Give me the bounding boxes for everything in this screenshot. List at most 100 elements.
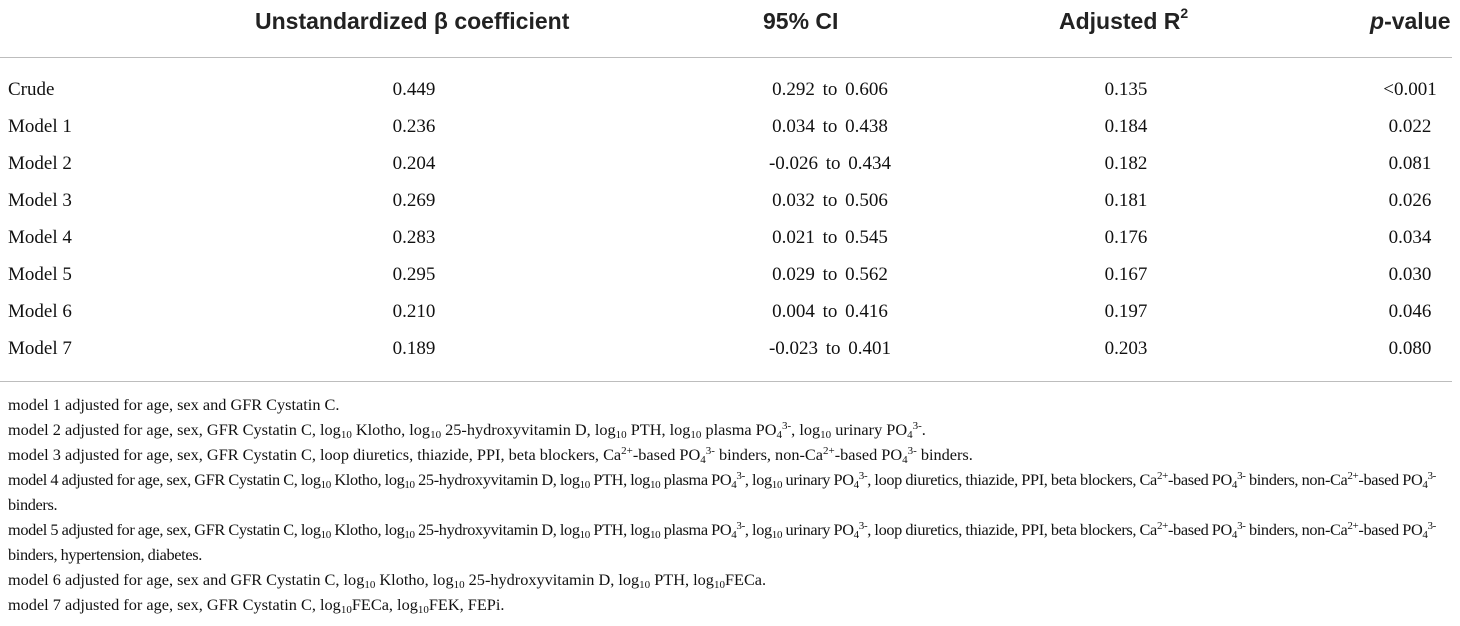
row-model-label: Crude [8, 79, 55, 100]
footnote-text: binders. [8, 495, 58, 514]
footnote-subscript: 10 [430, 429, 442, 441]
footnote-subscript: 10 [417, 604, 429, 616]
footnote-text: FECa, log [351, 595, 418, 614]
row-model-label: Model 2 [8, 153, 72, 174]
footnote-subscript: 10 [340, 604, 352, 616]
footnote-text: model 6 adjusted for age, sex and GFR Cy… [8, 570, 365, 589]
footnote: model 1 adjusted for age, sex and GFR Cy… [8, 392, 1456, 417]
footnote-text: model 2 adjusted for age, sex, GFR Cysta… [8, 420, 341, 439]
row-ci-value: 0.034 to 0.438 [772, 116, 888, 137]
row-p-value: 0.081 [1388, 153, 1432, 174]
row-model-label: Model 7 [8, 338, 72, 359]
footnote-superscript: 2+ [1347, 520, 1359, 532]
footnote-subscript: 10 [713, 579, 725, 591]
table-row: Model 7 0.189 -0.023 to 0.401 0.203 0.080 [0, 330, 1460, 367]
row-r2-value: 0.167 [1104, 264, 1148, 285]
footnote-text: model 5 adjusted for age, sex, GFR Cysta… [8, 520, 321, 539]
footnote-superscript: 3- [736, 470, 745, 482]
footnote-text: Klotho, log [375, 570, 454, 589]
footnote-text: model 1 adjusted for age, sex and GFR Cy… [8, 395, 340, 414]
header-r2-superscript: 2 [1180, 5, 1189, 21]
header-p-rest: -value [1384, 8, 1451, 34]
footnote: model 7 adjusted for age, sex, GFR Cysta… [8, 592, 1456, 617]
row-r2-value: 0.197 [1104, 301, 1148, 322]
footnote-subscript: 4 [700, 454, 706, 466]
footnote-superscript: 2+ [823, 445, 835, 457]
footnote-subscript: 10 [404, 479, 415, 491]
table-header: Unstandardized β coefficient 95% CI Adju… [0, 0, 1460, 48]
footnote-text: binders, non-Ca [714, 445, 823, 464]
footnote-superscript: 3- [907, 445, 917, 457]
row-beta-value: 0.236 [392, 116, 436, 137]
row-ci-value: 0.032 to 0.506 [772, 190, 888, 211]
row-p-value: 0.022 [1388, 116, 1432, 137]
table-row: Model 3 0.269 0.032 to 0.506 0.181 0.026 [0, 182, 1460, 219]
footnote-superscript: 3- [736, 520, 745, 532]
footnote-text: model 4 adjusted for age, sex, GFR Cysta… [8, 470, 321, 489]
row-beta-value: 0.204 [392, 153, 436, 174]
footnote-text: urinary PO [831, 420, 908, 439]
footnote-superscript: 3- [782, 420, 792, 432]
footnote-subscript: 10 [771, 479, 783, 491]
table-row: Model 4 0.283 0.021 to 0.545 0.176 0.034 [0, 219, 1460, 256]
footnote-superscript: 3- [1427, 470, 1437, 482]
footnote-text: -based PO [1167, 470, 1232, 489]
footnote-text: PTH, log [626, 420, 691, 439]
footnote-text: urinary PO [782, 470, 854, 489]
table-row: Model 5 0.295 0.029 to 0.562 0.167 0.030 [0, 256, 1460, 293]
row-beta-value: 0.295 [392, 264, 436, 285]
header-ci: 95% CI [763, 8, 839, 34]
footnote-subscript: 4 [731, 479, 737, 491]
footnote-text: -based PO [1167, 520, 1232, 539]
row-beta-value: 0.210 [392, 301, 436, 322]
footnote-subscript: 4 [907, 429, 913, 441]
footnote-text: PTH, log [589, 520, 650, 539]
footnote-text: binders. [916, 445, 973, 464]
footnote-text: binders, non-Ca [1245, 470, 1348, 489]
footnote-subscript: 4 [853, 479, 860, 491]
footnote-subscript: 4 [731, 529, 737, 541]
footnote-superscript: 2+ [1156, 520, 1168, 532]
footnote-subscript: 10 [820, 429, 832, 441]
footnote-text: 25-hydroxyvitamin D, log [414, 520, 580, 539]
row-model-label: Model 4 [8, 227, 72, 248]
footnote-subscript: 10 [404, 529, 415, 541]
footnote-text: , log [744, 520, 772, 539]
footnote-subscript: 10 [649, 479, 661, 491]
bottom-rule [0, 381, 1452, 382]
header-rule [0, 57, 1452, 58]
footnote-subscript: 10 [639, 579, 651, 591]
row-model-label: Model 1 [8, 116, 72, 137]
row-ci-value: 0.004 to 0.416 [772, 301, 888, 322]
footnote-subscript: 10 [579, 529, 591, 541]
footnote-superscript: 2+ [1156, 470, 1168, 482]
footnote-subscript: 10 [320, 529, 332, 541]
row-p-value: 0.034 [1388, 227, 1432, 248]
footnote-superscript: 2+ [1347, 470, 1359, 482]
footnote-text: binders, non-Ca [1245, 520, 1348, 539]
row-p-value: 0.080 [1388, 338, 1432, 359]
row-model-label: Model 5 [8, 264, 72, 285]
footnote-subscript: 10 [364, 579, 376, 591]
footnote-subscript: 10 [320, 479, 332, 491]
footnote-superscript: 3- [858, 520, 868, 532]
footnote-text: binders, hypertension, diabetes. [8, 545, 202, 564]
row-r2-value: 0.203 [1104, 338, 1148, 359]
footnote-text: plasma PO [660, 520, 732, 539]
row-beta-value: 0.189 [392, 338, 436, 359]
footnote-superscript: 3- [1237, 470, 1246, 482]
footnote: model 4 adjusted for age, sex, GFR Cysta… [8, 467, 1456, 517]
table-row: Model 2 0.204 -0.026 to 0.434 0.182 0.081 [0, 145, 1460, 182]
footnote: model 3 adjusted for age, sex, GFR Cysta… [8, 442, 1456, 467]
footnote-text: , loop diuretics, thiazide, PPI, beta bl… [867, 520, 1157, 539]
footnote-text: FECa. [724, 570, 767, 589]
footnote-text: model 3 adjusted for age, sex, GFR Cysta… [8, 445, 622, 464]
footnote-text: , log [744, 470, 772, 489]
footnote-text: -based PO [834, 445, 903, 464]
footnote-subscript: 4 [902, 454, 908, 466]
footnote-subscript: 4 [776, 429, 783, 441]
footnote: model 6 adjusted for age, sex and GFR Cy… [8, 567, 1456, 592]
row-beta-value: 0.283 [392, 227, 436, 248]
row-model-label: Model 6 [8, 301, 72, 322]
row-r2-value: 0.181 [1104, 190, 1148, 211]
